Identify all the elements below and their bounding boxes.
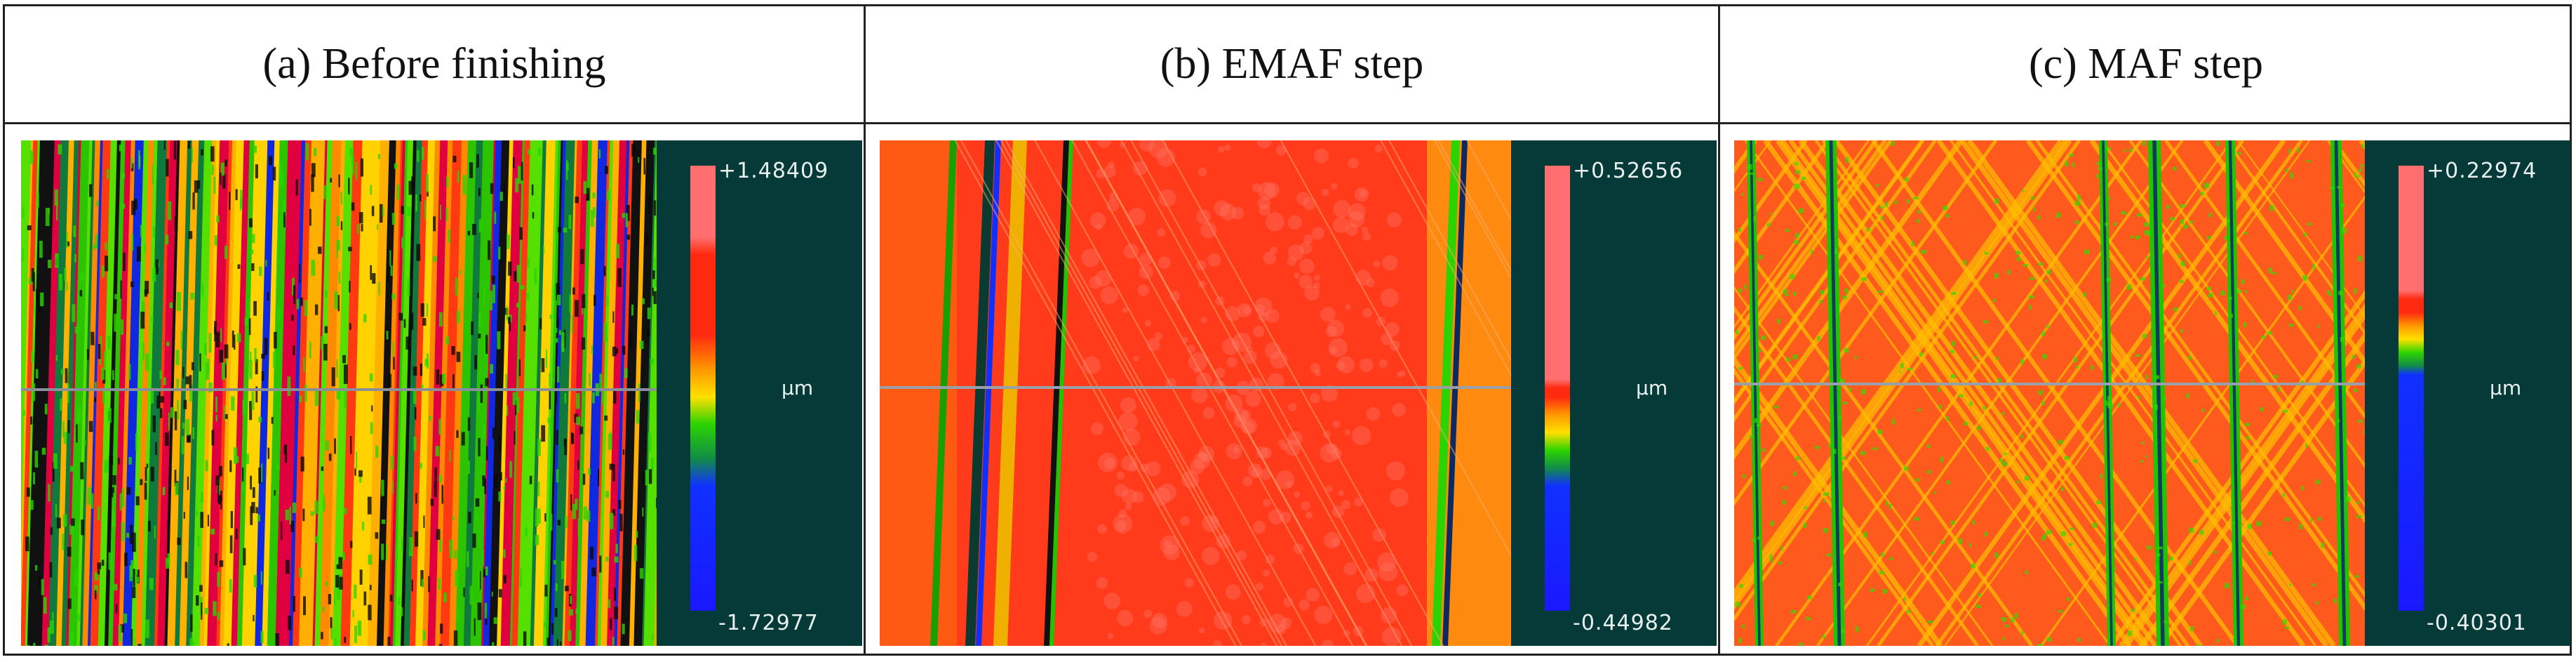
color-scale-bar (690, 166, 716, 611)
scale-unit-label: µm (2490, 376, 2522, 399)
column-divider (864, 6, 866, 654)
header-divider (5, 122, 2570, 124)
panel-b: +0.52656 µm -0.44982 (880, 140, 1717, 646)
color-scale-c: +0.22974 µm -0.40301 (2365, 140, 2570, 646)
panel-header-a: (a) Before finishing (262, 40, 606, 88)
scale-max-label: +1.48409 (718, 159, 829, 183)
color-scale-bar (1545, 166, 1570, 611)
scale-min-label: -0.40301 (2427, 611, 2527, 635)
figure-table: (a) Before finishing (b) EMAF step (c) M… (3, 4, 2572, 656)
scale-max-label: +0.22974 (2427, 159, 2537, 183)
scale-max-label: +0.52656 (1573, 159, 1684, 183)
surface-map-b (880, 140, 1515, 646)
color-scale-b: +0.52656 µm -0.44982 (1511, 140, 1717, 646)
scale-min-label: -1.72977 (718, 611, 819, 635)
column-divider (1718, 6, 1720, 654)
scale-min-label: -0.44982 (1573, 611, 1673, 635)
color-scale-a: +1.48409 µm -1.72977 (657, 140, 862, 646)
panel-a: +1.48409 µm -1.72977 (21, 140, 862, 646)
surface-map-a (21, 140, 657, 646)
scale-unit-label: µm (1636, 376, 1668, 399)
panel-header-c: (c) MAF step (2028, 40, 2264, 88)
panel-c: +0.22974 µm -0.40301 (1734, 140, 2570, 646)
color-scale-bar (2399, 166, 2424, 611)
panel-header-b: (b) EMAF step (1160, 40, 1424, 88)
scale-unit-label: µm (781, 376, 814, 399)
surface-map-c (1734, 140, 2370, 646)
